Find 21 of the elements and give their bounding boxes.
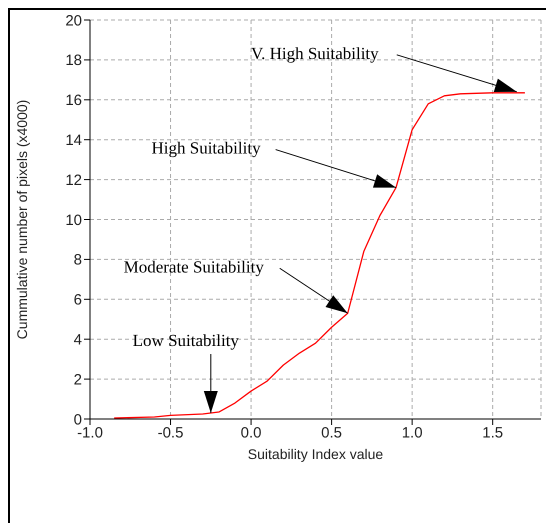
x-axis-title: Suitability Index value [248, 446, 384, 462]
annotation: Moderate Suitability [124, 257, 264, 276]
x-tick-label: 0.5 [321, 424, 342, 442]
y-tick-label: 8 [74, 252, 82, 269]
x-tick-label: 1.5 [482, 424, 504, 442]
x-tick-label: 1.0 [402, 424, 423, 442]
annotation: Low Suitability [132, 331, 240, 350]
y-tick-label: 10 [65, 212, 82, 229]
y-axis-title: Cummulative number of pixels (x4000) [14, 100, 30, 340]
annotation: High Suitability [151, 138, 262, 158]
y-tick-label: 16 [65, 92, 82, 110]
x-tick-label: -0.5 [158, 424, 184, 442]
y-tick-label: 20 [65, 12, 82, 30]
x-tick-label: 0.0 [240, 424, 262, 442]
y-tick-label: 6 [74, 292, 82, 309]
y-tick-label: 4 [74, 332, 82, 349]
annotation: V. High Suitability [250, 44, 380, 63]
y-tick-label: 14 [65, 132, 82, 150]
y-tick-label: 12 [65, 172, 82, 189]
y-tick-label: 2 [74, 371, 82, 388]
y-tick-label: 18 [65, 52, 82, 70]
